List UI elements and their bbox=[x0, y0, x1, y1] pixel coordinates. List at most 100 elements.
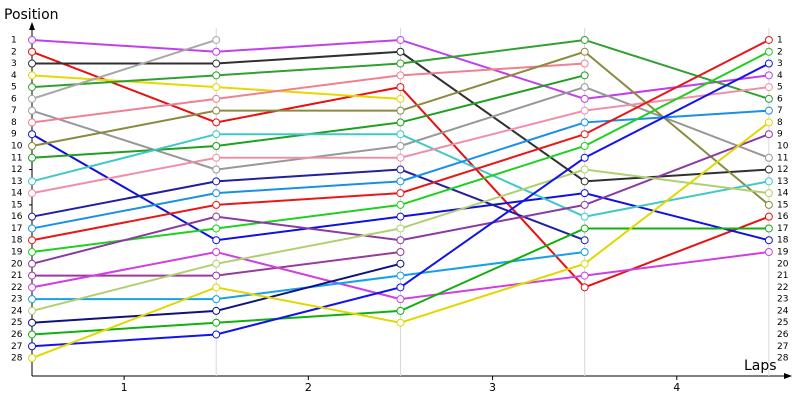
point bbox=[396, 306, 405, 315]
point bbox=[212, 259, 221, 268]
point bbox=[212, 295, 221, 304]
point bbox=[580, 189, 589, 198]
point bbox=[212, 283, 221, 292]
point bbox=[212, 83, 221, 92]
point bbox=[396, 283, 405, 292]
point bbox=[396, 130, 405, 139]
y-tick-label: 14 bbox=[11, 189, 23, 199]
y-tick-label-right: 2 bbox=[777, 47, 783, 57]
point bbox=[212, 165, 221, 174]
point bbox=[212, 71, 221, 80]
point bbox=[28, 141, 36, 150]
point bbox=[212, 118, 221, 127]
point bbox=[396, 200, 405, 209]
point bbox=[212, 224, 221, 233]
point bbox=[28, 130, 36, 139]
y-tick-label: 9 bbox=[11, 130, 17, 140]
point bbox=[580, 283, 589, 292]
point bbox=[764, 106, 773, 115]
point bbox=[580, 83, 589, 92]
point bbox=[28, 59, 36, 68]
point bbox=[764, 47, 773, 56]
y-tick-label: 15 bbox=[11, 200, 22, 210]
x-tick-label: 3 bbox=[489, 381, 496, 394]
y-tick-label: 22 bbox=[11, 283, 22, 293]
y-axis-label: Position bbox=[4, 7, 59, 23]
point bbox=[580, 71, 589, 80]
y-tick-label: 11 bbox=[11, 153, 22, 163]
series-line bbox=[31, 39, 217, 100]
y-tick-label-right: 19 bbox=[777, 248, 789, 258]
y-tick-label: 12 bbox=[11, 165, 22, 175]
point bbox=[212, 177, 221, 186]
x-tick-label: 2 bbox=[305, 381, 312, 394]
point bbox=[580, 248, 589, 257]
y-tick-label: 18 bbox=[11, 236, 23, 246]
point bbox=[212, 212, 221, 221]
y-tick-label-right: 24 bbox=[777, 306, 789, 316]
y-tick-label: 16 bbox=[11, 212, 23, 222]
point bbox=[212, 248, 221, 257]
point bbox=[396, 212, 405, 221]
y-tick-label-right: 15 bbox=[777, 200, 788, 210]
x-axis-arrow bbox=[784, 373, 792, 379]
y-tick-label-right: 12 bbox=[777, 165, 788, 175]
x-tick-label: 4 bbox=[673, 381, 680, 394]
point bbox=[396, 71, 405, 80]
y-tick-label: 24 bbox=[11, 306, 23, 316]
y-tick-label-right: 27 bbox=[777, 342, 788, 352]
point bbox=[580, 118, 589, 127]
point bbox=[580, 141, 589, 150]
y-tick-label-right: 6 bbox=[777, 94, 783, 104]
point bbox=[764, 94, 773, 103]
point bbox=[212, 236, 221, 245]
y-tick-label: 23 bbox=[11, 295, 22, 305]
point bbox=[212, 47, 221, 56]
y-tick-label-right: 21 bbox=[777, 271, 788, 281]
y-tick-label-right: 22 bbox=[777, 283, 788, 293]
point bbox=[396, 318, 405, 327]
point bbox=[764, 130, 773, 139]
point bbox=[212, 153, 221, 162]
point bbox=[580, 165, 589, 174]
point bbox=[212, 330, 221, 339]
y-tick-label-right: 16 bbox=[777, 212, 789, 222]
point bbox=[28, 342, 36, 351]
point bbox=[764, 200, 773, 209]
point bbox=[396, 224, 405, 233]
y-tick-label-right: 4 bbox=[777, 71, 783, 81]
point bbox=[580, 259, 589, 268]
point bbox=[28, 259, 36, 268]
point bbox=[764, 118, 773, 127]
point bbox=[28, 318, 36, 327]
y-tick-label: 19 bbox=[11, 248, 23, 258]
point bbox=[396, 141, 405, 150]
y-tick-label-right: 1 bbox=[777, 35, 783, 45]
y-tick-label: 25 bbox=[11, 318, 22, 328]
point bbox=[28, 295, 36, 304]
series-line bbox=[31, 62, 585, 124]
y-tick-label-right: 3 bbox=[777, 59, 783, 69]
point bbox=[580, 47, 589, 56]
point bbox=[28, 118, 36, 127]
y-tick-label-right: 5 bbox=[777, 83, 783, 93]
point bbox=[764, 248, 773, 257]
point bbox=[396, 59, 405, 68]
y-tick-label: 13 bbox=[11, 177, 22, 187]
point bbox=[764, 71, 773, 80]
y-tick-label-right: 20 bbox=[777, 259, 789, 269]
point bbox=[212, 189, 221, 198]
point bbox=[396, 106, 405, 115]
point bbox=[28, 236, 36, 245]
point bbox=[764, 83, 773, 92]
point bbox=[764, 189, 773, 198]
point bbox=[212, 59, 221, 68]
point bbox=[396, 259, 405, 268]
point bbox=[580, 200, 589, 209]
point bbox=[28, 271, 36, 280]
x-axis-label: Laps bbox=[744, 358, 777, 374]
point bbox=[212, 200, 221, 209]
point bbox=[580, 94, 589, 103]
